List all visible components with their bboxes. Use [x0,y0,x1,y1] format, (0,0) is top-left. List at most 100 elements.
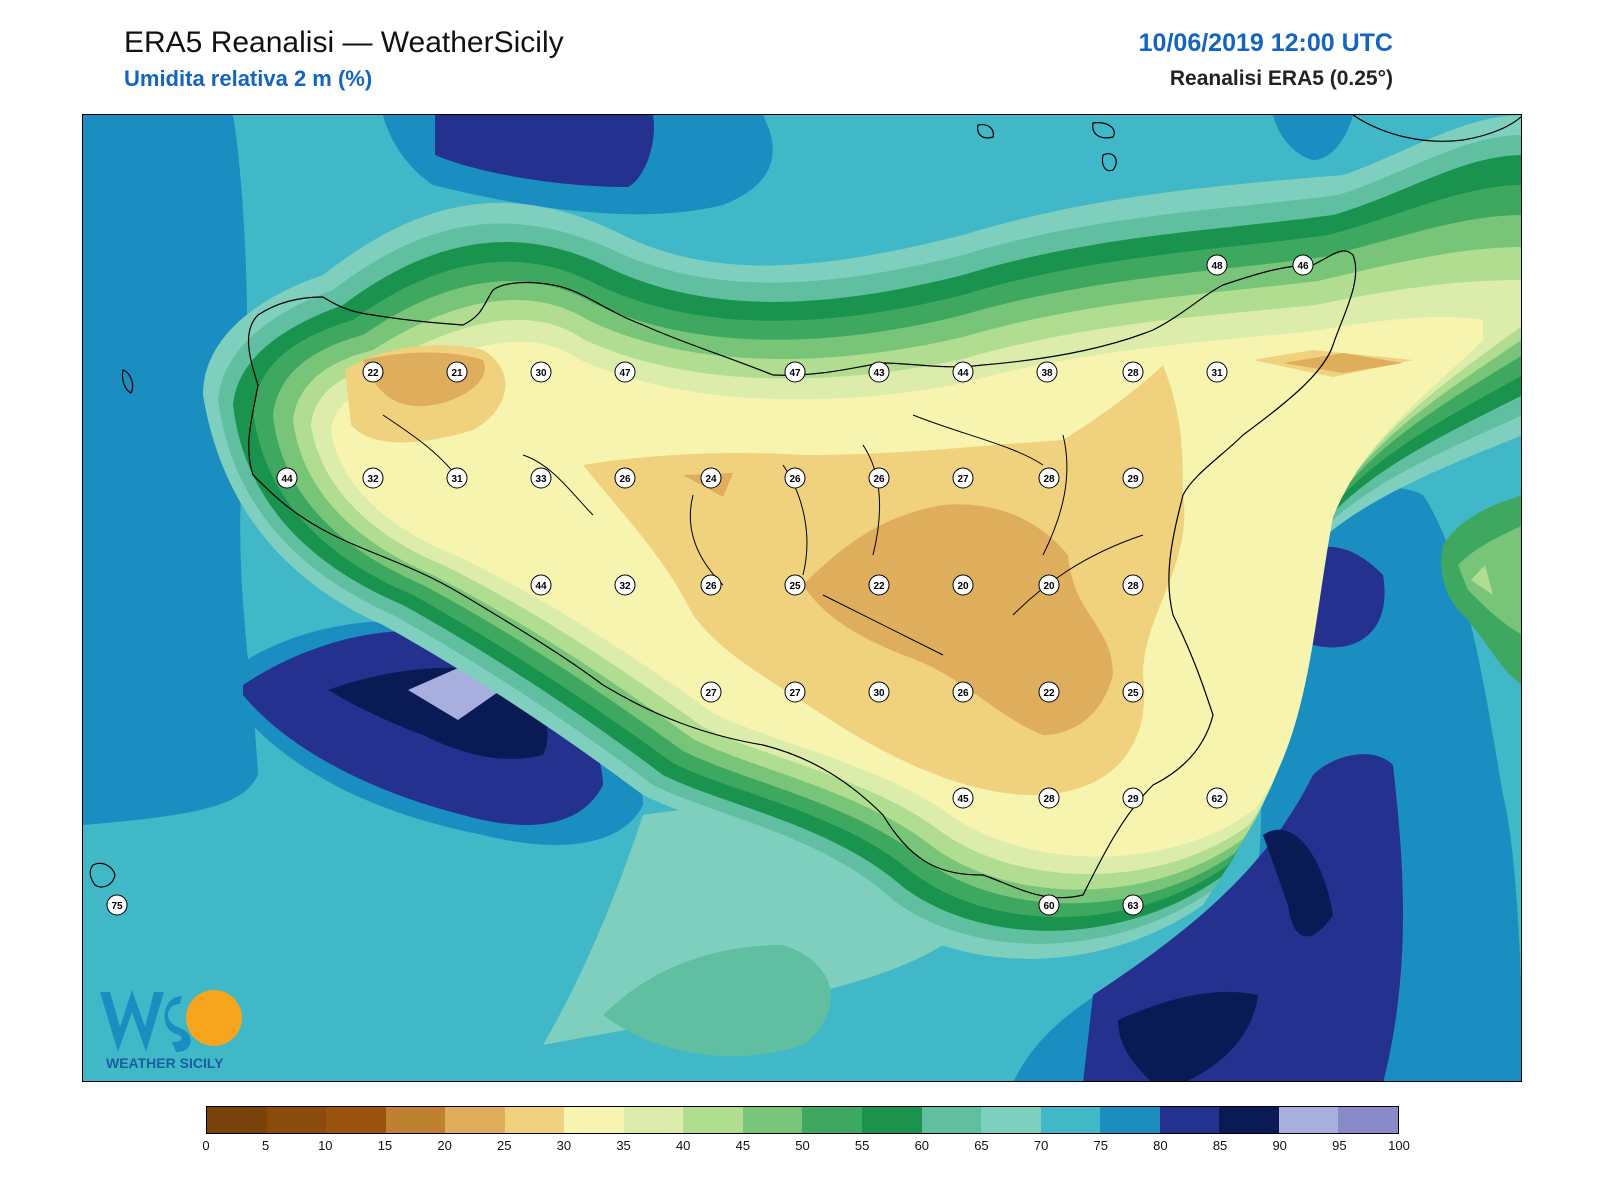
station-circle [530,361,552,383]
colorbar-tick-label: 90 [1272,1138,1287,1153]
station-value: 20 [1043,581,1055,592]
station-circle [952,681,974,703]
zone-20-25-east [1283,353,1403,373]
station-marker: 44 [276,467,298,489]
station-circle [784,574,806,596]
station-circle [1122,361,1144,383]
station-circle [952,361,974,383]
station-marker: 27 [784,681,806,703]
station-value: 47 [789,368,801,379]
colorbar-tick-label: 75 [1093,1138,1108,1153]
station-marker: 20 [952,574,974,596]
station-value: 44 [281,474,293,485]
station-marker: 26 [784,467,806,489]
station-circle [446,361,468,383]
station-marker: 63 [1122,894,1144,916]
colorbar-tick-label: 40 [675,1138,691,1153]
station-marker: 27 [952,467,974,489]
station-value: 45 [957,794,969,805]
station-marker: 30 [530,361,552,383]
colorbar-segment [921,1107,982,1133]
station-circle [1206,361,1228,383]
colorbar-tick-label: 5 [262,1138,270,1153]
station-marker: 22 [1038,681,1060,703]
colorbar-segment [683,1107,743,1133]
colorbar-segment [1159,1107,1220,1133]
colorbar-segment [623,1107,684,1133]
station-marker: 24 [700,467,722,489]
station-value: 30 [873,688,885,699]
station-circle [784,361,806,383]
station-marker: 20 [1038,574,1060,596]
colorbar-tick-label: 10 [318,1138,333,1153]
station-value: 27 [789,688,801,699]
field-east-45 [1471,565,1493,595]
colorbar-segment [1338,1107,1398,1133]
station-circle [1206,254,1228,276]
colorbar-tick-label: 15 [377,1138,393,1153]
station-circle [868,467,890,489]
field-east-50 [1458,525,1521,634]
station-circle [784,467,806,489]
logo-w-glyph [100,990,164,1052]
station-marker: 38 [1036,361,1058,383]
station-marker: 31 [446,467,468,489]
colorbar-tick-label: 100 [1388,1138,1410,1153]
station-value: 28 [1043,794,1055,805]
colorbar-tick-label: 25 [497,1138,512,1153]
logo-text: WEATHER SICILY [106,1055,224,1071]
station-circle [868,361,890,383]
station-circle [1038,787,1060,809]
station-circle [276,467,298,489]
station-value: 26 [789,474,801,485]
station-value: 30 [535,368,547,379]
station-circle [1038,681,1060,703]
colorbar-tick-label: 50 [795,1138,810,1153]
station-marker: 26 [952,681,974,703]
station-circle [614,467,636,489]
station-circle [1292,254,1314,276]
field-se-90a [1263,829,1333,937]
station-value: 28 [1127,581,1139,592]
station-circle [362,467,384,489]
station-marker: 31 [1206,361,1228,383]
colorbar-segment [981,1107,1041,1133]
station-marker: 22 [362,361,384,383]
station-marker: 29 [1122,787,1144,809]
station-circle [700,681,722,703]
station-marker: 28 [1122,361,1144,383]
colorbar-segment [504,1107,565,1133]
station-circle [1038,467,1060,489]
ws-logo-mark: WEATHER SICILY [100,990,242,1071]
station-circle [106,894,128,916]
colorbar-tick-label: 55 [854,1138,870,1153]
map-panel[interactable]: 22 21 30 47 47 43 44 38 28 31 48 46 44 32 31 33 26 24 26 26… [82,114,1522,1082]
field-west-80 [83,115,258,825]
field-ne-80 [1273,115,1353,160]
station-value: 33 [535,474,547,485]
station-circle [1122,467,1144,489]
station-circle [868,681,890,703]
station-value: 25 [1127,688,1139,699]
humidity-map[interactable]: 22 21 30 47 47 43 44 38 28 31 48 46 44 32 31 33 26 24 26 26… [83,115,1522,1082]
station-value: 22 [1043,688,1055,699]
colorbar [206,1106,1399,1134]
calabria-coastline [1352,115,1521,142]
station-value: 32 [619,581,631,592]
colorbar-segment [266,1107,327,1133]
colorbar-segment [742,1107,803,1133]
station-value: 29 [1127,474,1139,485]
station-circle [614,574,636,596]
station-circle [446,467,468,489]
colorbar-tick-label: 30 [556,1138,572,1153]
field-se-85b [1083,754,1403,1081]
station-marker: 27 [700,681,722,703]
station-marker: 48 [1206,254,1228,276]
station-circle [700,467,722,489]
colorbar-segment [802,1107,863,1133]
colorbar-tick-label: 85 [1212,1138,1228,1153]
station-marker: 21 [446,361,468,383]
station-marker: 26 [868,467,890,489]
colorbar-tick-label: 70 [1033,1138,1049,1153]
colorbar-tick-label: 95 [1332,1138,1347,1153]
